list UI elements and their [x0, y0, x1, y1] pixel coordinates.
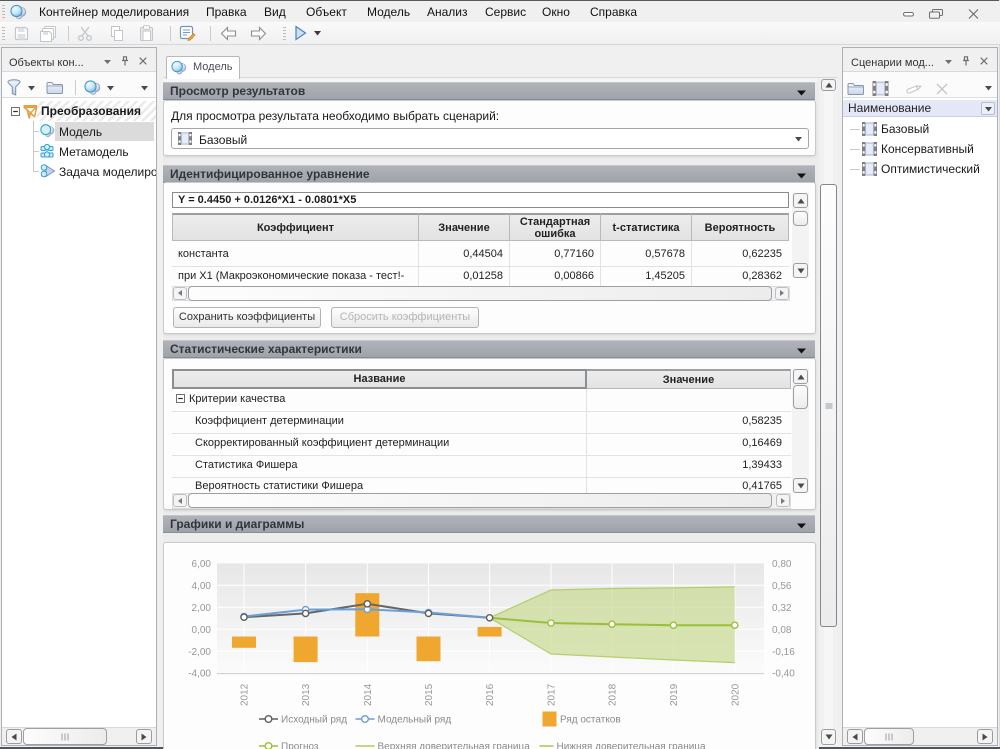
svg-text:2017: 2017: [547, 683, 558, 706]
svg-text:4,00: 4,00: [192, 581, 212, 592]
svg-text:-2,00: -2,00: [188, 647, 211, 658]
svg-text:0,32: 0,32: [772, 603, 792, 614]
svg-text:Исходный ряд: Исходный ряд: [281, 715, 347, 726]
svg-text:Ряд остатков: Ряд остатков: [560, 715, 621, 726]
svg-text:-0,40: -0,40: [772, 669, 795, 680]
svg-text:2019: 2019: [669, 683, 680, 706]
svg-text:0,00: 0,00: [192, 625, 212, 636]
svg-text:Модельный ряд: Модельный ряд: [378, 715, 452, 726]
svg-text:2016: 2016: [485, 683, 496, 706]
svg-text:Прогноз: Прогноз: [281, 742, 319, 749]
svg-text:2018: 2018: [608, 683, 619, 706]
svg-text:-0,16: -0,16: [772, 647, 795, 658]
svg-text:-4,00: -4,00: [188, 669, 211, 680]
svg-text:0,08: 0,08: [772, 625, 792, 636]
svg-text:2012: 2012: [240, 683, 251, 706]
svg-text:2015: 2015: [424, 683, 435, 706]
svg-text:2014: 2014: [363, 683, 374, 706]
svg-text:2013: 2013: [301, 683, 312, 706]
svg-text:6,00: 6,00: [192, 559, 212, 570]
svg-text:Верхняя доверительная граница: Верхняя доверительная граница: [378, 742, 531, 749]
svg-text:Нижняя доверительная граница: Нижняя доверительная граница: [557, 742, 707, 749]
svg-text:0,56: 0,56: [772, 581, 792, 592]
svg-text:2,00: 2,00: [192, 603, 212, 614]
svg-text:2020: 2020: [730, 683, 741, 706]
svg-text:0,80: 0,80: [772, 559, 792, 570]
